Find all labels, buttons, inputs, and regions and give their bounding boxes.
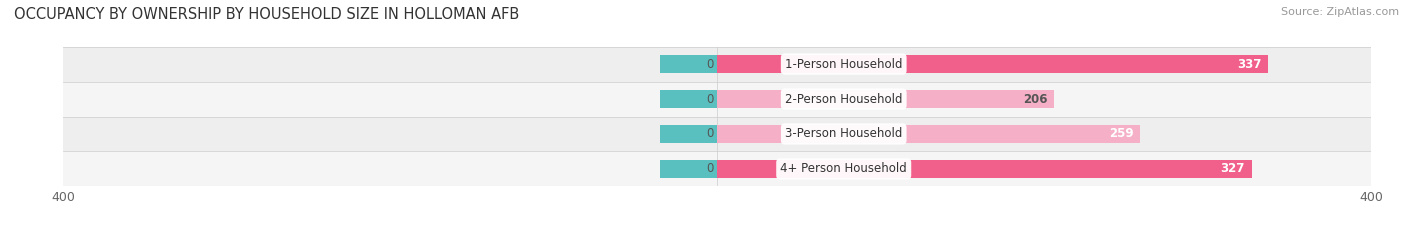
Bar xyxy=(63,82,1371,116)
Bar xyxy=(659,55,717,73)
Bar xyxy=(717,160,1251,178)
Text: 2-Person Household: 2-Person Household xyxy=(785,93,903,106)
Text: Source: ZipAtlas.com: Source: ZipAtlas.com xyxy=(1281,7,1399,17)
Bar xyxy=(63,116,1371,151)
Bar xyxy=(63,47,1371,82)
Text: OCCUPANCY BY OWNERSHIP BY HOUSEHOLD SIZE IN HOLLOMAN AFB: OCCUPANCY BY OWNERSHIP BY HOUSEHOLD SIZE… xyxy=(14,7,519,22)
Bar xyxy=(63,151,1371,186)
Text: 1-Person Household: 1-Person Household xyxy=(785,58,903,71)
Text: 0: 0 xyxy=(706,127,714,140)
Text: 0: 0 xyxy=(706,58,714,71)
Text: 259: 259 xyxy=(1109,127,1133,140)
Bar xyxy=(717,55,1268,73)
Bar xyxy=(659,160,717,178)
Text: 206: 206 xyxy=(1022,93,1047,106)
Bar xyxy=(659,90,717,108)
Text: 3-Person Household: 3-Person Household xyxy=(785,127,903,140)
Text: 337: 337 xyxy=(1237,58,1261,71)
Text: 0: 0 xyxy=(706,162,714,175)
Text: 0: 0 xyxy=(706,93,714,106)
Bar xyxy=(717,125,1140,143)
Text: 4+ Person Household: 4+ Person Household xyxy=(780,162,907,175)
Text: 327: 327 xyxy=(1220,162,1244,175)
Bar xyxy=(659,125,717,143)
Bar xyxy=(717,90,1053,108)
